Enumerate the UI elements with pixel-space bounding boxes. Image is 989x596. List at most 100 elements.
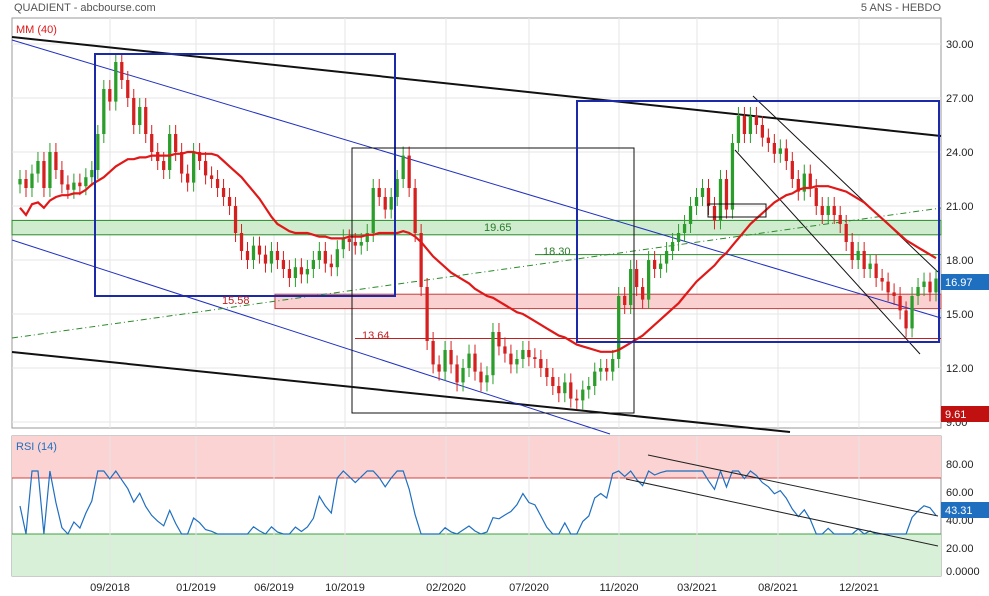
candle-body — [72, 182, 76, 190]
y-tick-label: 24.00 — [946, 147, 974, 159]
candle-body — [305, 269, 310, 275]
candle-body — [275, 251, 280, 260]
candle-body — [874, 263, 878, 278]
candle-body — [910, 296, 914, 329]
candle-body — [844, 224, 848, 242]
candle-body — [108, 89, 112, 102]
candle-body — [401, 155, 405, 179]
candle-body — [593, 371, 597, 386]
ma-legend: MM (40) — [16, 24, 57, 36]
rsi-legend: RSI (14) — [16, 441, 57, 453]
candle-body — [30, 173, 34, 188]
box-2020 — [351, 147, 635, 414]
rsi-badge — [941, 502, 989, 518]
last-price-badge — [941, 274, 989, 290]
candle-body — [784, 148, 788, 161]
candle-body — [635, 269, 639, 287]
candle-body — [60, 170, 64, 185]
candle-body — [886, 281, 890, 293]
candle-body — [563, 382, 567, 394]
candle-body — [347, 238, 351, 242]
candle-body — [718, 179, 723, 221]
candle-body — [437, 364, 441, 372]
candle-body — [311, 260, 315, 269]
candle-body — [455, 364, 459, 383]
green-dashdot-line — [11, 207, 942, 339]
candle-body — [868, 263, 872, 269]
upper-blue-channel — [11, 39, 942, 319]
candle-body — [670, 242, 675, 251]
candle-body — [479, 371, 483, 383]
candle-body — [575, 398, 579, 401]
candle-body — [557, 386, 561, 394]
candle-body — [646, 260, 651, 300]
rsi-oversold-zone — [12, 534, 941, 576]
candle-body — [299, 267, 304, 275]
candle-body — [371, 188, 375, 233]
rsi-lower-trendline — [625, 478, 939, 547]
candle-body — [814, 188, 818, 206]
candle-body — [36, 161, 40, 174]
candle-body — [760, 125, 765, 138]
candle-body — [185, 173, 190, 183]
candle-body — [18, 179, 22, 185]
candle-body — [742, 116, 747, 134]
candle-body — [928, 281, 932, 293]
candle-body — [120, 62, 124, 80]
down-channel-lower — [734, 149, 921, 355]
candle-body — [545, 368, 549, 377]
rsi-tick-label: 20.00 — [946, 543, 974, 555]
candle-body — [419, 233, 423, 287]
x-tick-label: 03/2021 — [677, 582, 717, 594]
candle-body — [174, 134, 178, 152]
candle-body — [491, 332, 495, 376]
candle-body — [898, 296, 902, 311]
rsi-line — [19, 469, 937, 536]
candle-body — [497, 332, 501, 347]
y-tick-label: 21.00 — [946, 201, 974, 213]
candle-body — [922, 281, 926, 287]
candle-body — [227, 197, 232, 206]
candle-body — [365, 233, 369, 242]
candle-body — [485, 375, 489, 383]
candle-body — [461, 368, 465, 383]
candle-body — [838, 215, 842, 224]
candle-body — [209, 175, 214, 179]
candle-body — [916, 287, 920, 296]
last-price-text: 16.97 — [945, 277, 973, 289]
x-tick-label: 12/2021 — [839, 582, 879, 594]
candle-body — [449, 350, 453, 365]
y-tick-label: 15.00 — [946, 309, 974, 321]
candle-body — [389, 197, 393, 210]
candle-body — [551, 377, 555, 386]
candle-body — [623, 296, 627, 305]
candle-body — [730, 143, 735, 210]
low-price-text: 9.61 — [945, 409, 966, 421]
candle-body — [114, 62, 118, 102]
candle-body — [652, 260, 657, 269]
candle-body — [353, 242, 357, 246]
candle-body — [395, 179, 399, 197]
candle-body — [251, 245, 256, 260]
candle-body — [904, 310, 908, 329]
candle-body — [533, 357, 537, 359]
candle-body — [191, 152, 196, 183]
candle-body — [688, 206, 693, 224]
rsi-tick-label: 80.00 — [946, 459, 974, 471]
candle-body — [694, 197, 699, 206]
candle-body — [748, 116, 753, 134]
small-consolidation-box — [707, 203, 767, 218]
x-axis-ticks: 09/2018 01/2019 06/2019 10/2019 02/2020 07/20… — [90, 582, 879, 594]
candle-body — [754, 116, 759, 125]
candle-body — [826, 206, 830, 215]
candle-body — [443, 350, 447, 372]
candle-body — [527, 350, 531, 358]
candle-body — [569, 382, 573, 399]
candle-body — [84, 177, 88, 187]
candle-body — [832, 206, 836, 215]
candle-body — [54, 152, 58, 170]
candle-body — [281, 260, 286, 269]
x-tick-label: 07/2020 — [509, 582, 549, 594]
rsi-vertical-grid — [109, 436, 860, 576]
